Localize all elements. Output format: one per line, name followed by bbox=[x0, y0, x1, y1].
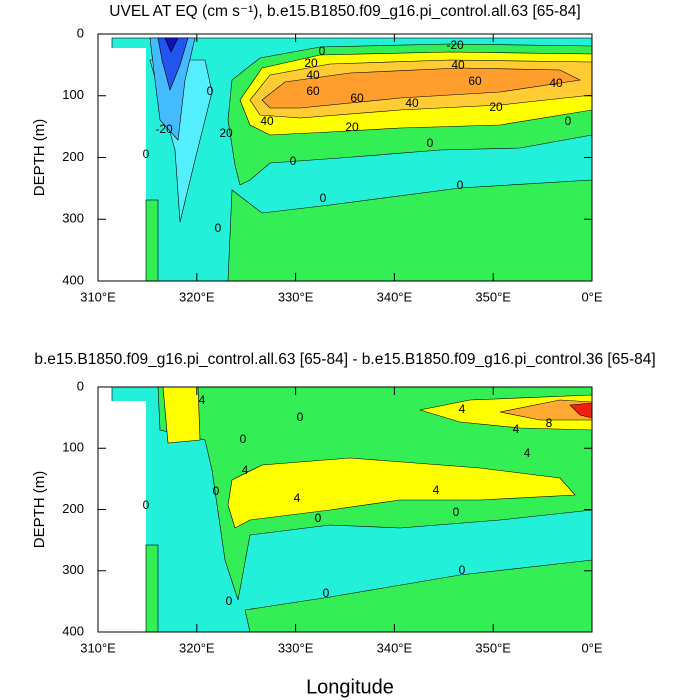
x-tick-label: 340°E bbox=[377, 640, 413, 655]
contour-label: 0 bbox=[315, 511, 322, 525]
contour-label: 20 bbox=[304, 56, 318, 70]
contour-label: 0 bbox=[427, 136, 434, 150]
contour-label: 0 bbox=[297, 410, 304, 424]
y-tick-label: 200 bbox=[62, 149, 84, 164]
contour-label: 0 bbox=[226, 594, 233, 608]
y-tick-label: 300 bbox=[62, 562, 84, 577]
contour-label: 4 bbox=[242, 463, 249, 477]
contour-label: 0 bbox=[459, 563, 466, 577]
contour-label: 40 bbox=[260, 114, 274, 128]
x-axis-label: Longitude bbox=[306, 676, 394, 698]
y-axis-label: DEPTH (m) bbox=[31, 119, 48, 197]
contour-label: 40 bbox=[549, 76, 563, 90]
x-tick-label: 0°E bbox=[581, 640, 602, 655]
contour-label: 0 bbox=[457, 178, 464, 192]
x-tick-label: 350°E bbox=[475, 289, 511, 304]
chart-title: b.e15.B1850.f09_g16.pi_control.all.63 [6… bbox=[34, 351, 655, 368]
y-tick-label: 400 bbox=[62, 623, 84, 638]
contour-label: 0 bbox=[143, 498, 150, 512]
x-tick-label: 320°E bbox=[179, 640, 215, 655]
contour-label: 40 bbox=[405, 96, 419, 110]
contour-label: 20 bbox=[489, 100, 503, 114]
contour-label: 0 bbox=[215, 221, 222, 235]
y-tick-label: 100 bbox=[62, 87, 84, 102]
contour-label: 0 bbox=[565, 114, 572, 128]
contour-label: 20 bbox=[345, 120, 359, 134]
contour-label: 0 bbox=[453, 505, 460, 519]
contour-fill bbox=[98, 37, 592, 281]
contour-label: 8 bbox=[546, 416, 553, 430]
contour-label: -20 bbox=[446, 38, 464, 52]
x-tick-label: 340°E bbox=[377, 289, 413, 304]
x-tick-label: 330°E bbox=[278, 640, 314, 655]
contour-label: 0 bbox=[143, 147, 150, 161]
contour-label: 60 bbox=[306, 84, 320, 98]
contour-label: 0 bbox=[323, 586, 330, 600]
contour-label: 60 bbox=[350, 91, 364, 105]
contour-label: 0 bbox=[240, 432, 247, 446]
contour-label: 0 bbox=[207, 84, 214, 98]
contour-label: 4 bbox=[433, 483, 440, 497]
contour-label: 40 bbox=[306, 68, 320, 82]
contour-label: 20 bbox=[219, 126, 233, 140]
contour-label: 4 bbox=[294, 491, 301, 505]
chart-title: UVEL AT EQ (cm s⁻¹), b.e15.B1850.f09_g16… bbox=[109, 3, 580, 20]
y-tick-label: 200 bbox=[62, 501, 84, 516]
contour-label: 4 bbox=[459, 402, 466, 416]
y-tick-label: 400 bbox=[62, 272, 84, 287]
x-tick-label: 310°E bbox=[80, 289, 116, 304]
x-tick-label: 350°E bbox=[475, 640, 511, 655]
contour-label: -20 bbox=[155, 122, 173, 136]
contour-label: 0 bbox=[213, 484, 220, 498]
contour-label: 0 bbox=[319, 44, 326, 58]
x-tick-label: 320°E bbox=[179, 289, 215, 304]
y-tick-label: 100 bbox=[62, 440, 84, 455]
contour-label: 0 bbox=[290, 154, 297, 168]
contour-label: 4 bbox=[199, 393, 206, 407]
contour-label: 60 bbox=[468, 74, 482, 88]
contour-label: 0 bbox=[320, 191, 327, 205]
x-tick-label: 310°E bbox=[80, 640, 116, 655]
contour-label: 40 bbox=[451, 58, 465, 72]
y-tick-label: 0 bbox=[77, 25, 84, 40]
x-tick-label: 330°E bbox=[278, 289, 314, 304]
x-tick-label: 0°E bbox=[581, 289, 602, 304]
y-tick-label: 0 bbox=[77, 378, 84, 393]
contour-label: 4 bbox=[513, 422, 520, 436]
y-tick-label: 300 bbox=[62, 211, 84, 226]
y-axis-label: DEPTH (m) bbox=[31, 471, 48, 549]
contour-label: 4 bbox=[524, 446, 531, 460]
contour-fill bbox=[98, 387, 592, 632]
